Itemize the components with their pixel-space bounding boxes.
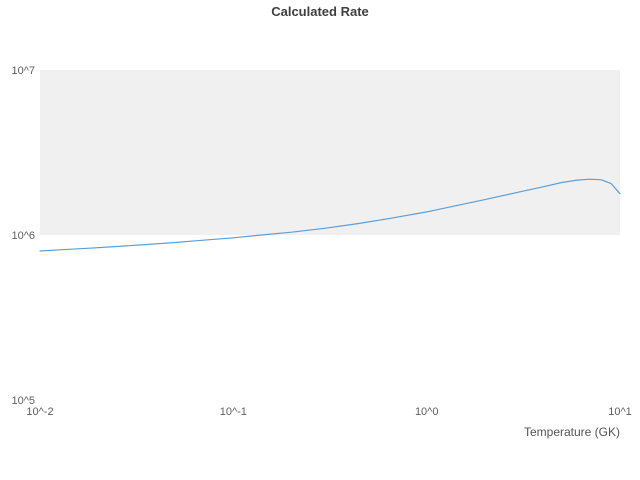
x-tick-label: 10^-2 [26, 406, 53, 418]
chart-title: Calculated Rate [271, 4, 369, 19]
x-axis-ticks: 10^-2 10^-1 10^0 10^1 [26, 406, 631, 418]
x-axis-label: Temperature (GK) [524, 425, 620, 439]
shaded-band [40, 70, 620, 235]
y-tick-label: 10^7 [11, 65, 35, 77]
y-tick-label: 10^6 [11, 230, 35, 242]
y-axis-ticks: 10^5 10^6 10^7 [11, 65, 35, 407]
rate-line [39, 178, 621, 252]
x-tick-label: 10^0 [415, 406, 439, 418]
x-tick-label: 10^-1 [220, 406, 247, 418]
x-tick-label: 10^1 [608, 406, 632, 418]
y-tick-label: 10^5 [11, 395, 35, 407]
